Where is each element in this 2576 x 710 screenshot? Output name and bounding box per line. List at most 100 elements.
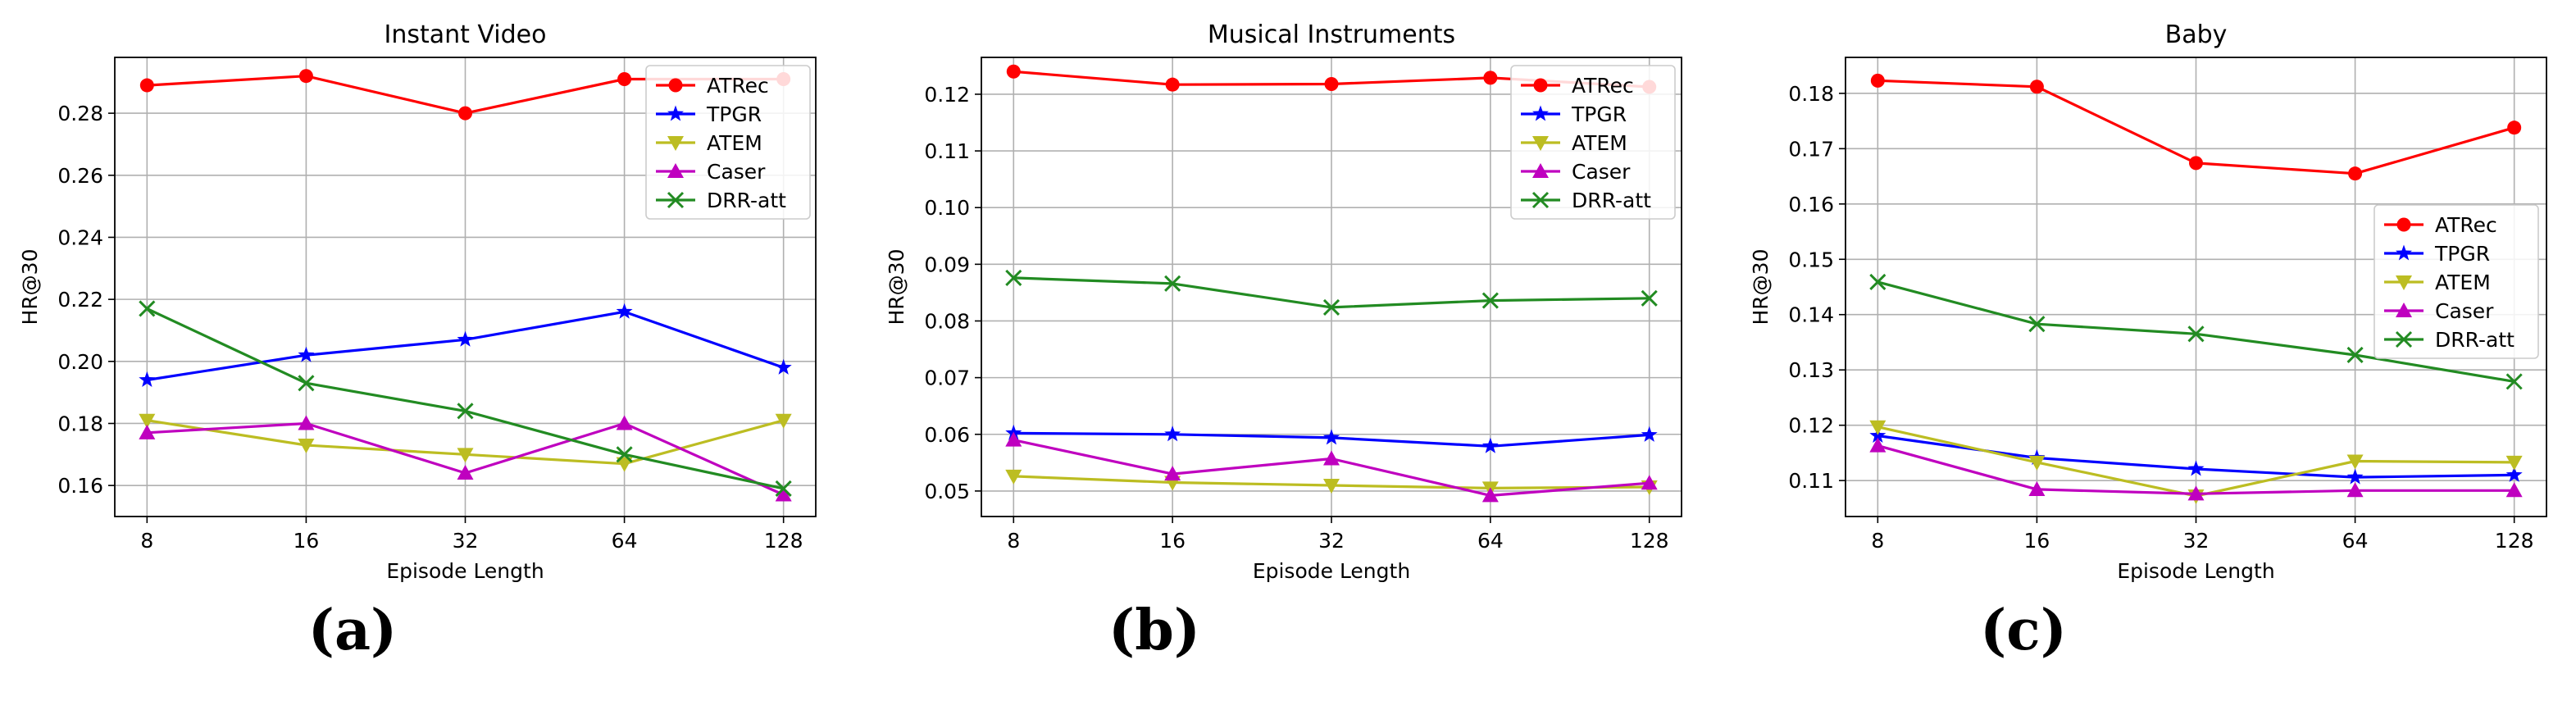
- series-caser: [1869, 437, 2523, 501]
- y-tick-label: 0.14: [1788, 303, 1834, 327]
- y-tick-label: 0.07: [924, 366, 970, 390]
- series-atem: [139, 413, 792, 472]
- data-point-atrec: [1165, 77, 1180, 92]
- ticks: 8 16 32 64 128 0.16 0.18 0.20 0.22 0.24 0.26 0.28: [57, 102, 803, 553]
- data-point-drr-att: [616, 446, 633, 463]
- legend-marker-atrec: [1533, 78, 1548, 93]
- data-point-atem: [2346, 454, 2364, 470]
- chart-panel-baby: 8 16 32 64 128 0.11 0.12 0.13 0.14 0.15 0.16 0.17 0.…: [1718, 0, 2576, 710]
- x-tick-label: 32: [1318, 529, 1345, 553]
- legend-box: [645, 65, 811, 220]
- data-point-tpgr: [1164, 426, 1181, 442]
- legend-marker-atem: [2396, 275, 2412, 290]
- x-tick-label: 16: [1159, 529, 1186, 553]
- y-tick-label: 0.22: [57, 288, 103, 312]
- y-tick-label: 0.16: [1788, 193, 1834, 216]
- data-point-drr-att: [2187, 325, 2205, 343]
- y-tick-label: 0.12: [1788, 414, 1834, 438]
- data-point-caser: [2028, 480, 2046, 496]
- legend: ATRec TPGR ATEM Caser DRR-att: [645, 65, 811, 220]
- series-atrec: [1870, 73, 2522, 181]
- data-point-tpgr: [2187, 460, 2205, 476]
- series-drr-att: [1869, 273, 2523, 390]
- legend: ATRec TPGR ATEM Caser DRR-att: [2373, 204, 2539, 359]
- data-point-caser: [1641, 475, 1658, 490]
- y-axis-label: HR@30: [1749, 249, 1773, 325]
- legend-marker-caser: [667, 163, 684, 178]
- legend-marker-caser: [2396, 303, 2412, 317]
- y-tick-label: 0.11: [924, 139, 970, 163]
- data-point-atrec: [1006, 64, 1021, 79]
- data-point-drr-att: [775, 480, 792, 498]
- data-point-tpgr: [1641, 426, 1658, 442]
- y-tick-label: 0.13: [1788, 358, 1834, 382]
- subfigure-caption: (b): [1108, 598, 1200, 663]
- data-point-caser: [298, 415, 315, 430]
- x-tick-label: 16: [294, 529, 320, 553]
- legend-marker-tpgr: [667, 105, 684, 121]
- data-point-atem: [1005, 469, 1022, 485]
- y-tick-label: 0.05: [924, 480, 970, 503]
- legend-label-caser: Caser: [707, 160, 766, 184]
- x-tick-label: 32: [2183, 529, 2210, 553]
- data-point-atrec: [617, 71, 632, 86]
- data-point-tpgr: [1481, 437, 1499, 453]
- legend-label-tpgr: TPGR: [2434, 242, 2490, 266]
- x-tick-label: 16: [2024, 529, 2050, 553]
- data-point-drr-att: [2505, 373, 2523, 390]
- data-point-drr-att: [1869, 273, 1886, 290]
- data-point-atem: [775, 413, 792, 429]
- y-tick-label: 0.15: [1788, 248, 1834, 271]
- data-point-caser: [1481, 487, 1499, 503]
- data-point-caser: [139, 424, 156, 439]
- y-tick-label: 0.08: [924, 309, 970, 333]
- legend-label-atem: ATEM: [2435, 271, 2491, 294]
- legend-label-atrec: ATRec: [2435, 213, 2497, 237]
- gridlines: [115, 57, 816, 517]
- y-tick-label: 0.16: [57, 474, 103, 498]
- legend-label-drr-att: DRR-att: [2435, 328, 2515, 352]
- y-axis-label: HR@30: [885, 249, 908, 325]
- chart-title: Baby: [2165, 20, 2228, 49]
- subfigure-caption: (c): [1980, 598, 2067, 663]
- y-tick-label: 0.18: [57, 412, 103, 435]
- data-point-atem: [1869, 420, 1886, 435]
- data-point-caser: [1323, 450, 1340, 466]
- chart-panel-instant-video: 8 16 32 64 128 0.16 0.18 0.20 0.22 0.24 0.26 0.28 In…: [0, 0, 858, 710]
- legend-label-atrec: ATRec: [1572, 74, 1634, 98]
- y-tick-label: 0.09: [924, 253, 970, 276]
- data-point-caser: [2505, 482, 2523, 498]
- y-tick-label: 0.12: [924, 83, 970, 107]
- data-point-tpgr: [1323, 429, 1340, 445]
- data-point-atrec: [139, 78, 154, 93]
- data-point-atrec: [1870, 73, 1885, 88]
- x-tick-label: 8: [1007, 529, 1020, 553]
- chart-svg: 8 16 32 64 128 0.16 0.18 0.20 0.22 0.24 0.26 0.28 In…: [18, 20, 817, 583]
- y-tick-label: 0.28: [57, 102, 103, 125]
- legend-marker-atem: [1532, 136, 1549, 151]
- data-point-atem: [1323, 478, 1340, 494]
- y-tick-label: 0.11: [1788, 469, 1834, 493]
- data-point-atrec: [2029, 80, 2044, 94]
- ticks: 8 16 32 64 128 0.11 0.12 0.13 0.14 0.15 0.16 0.17 0.…: [1788, 82, 2533, 553]
- x-tick-label: 32: [453, 529, 479, 553]
- data-point-atrec: [2348, 166, 2363, 181]
- legend-label-atem: ATEM: [1572, 131, 1627, 155]
- data-point-drr-att: [139, 300, 156, 317]
- data-point-caser: [1164, 466, 1181, 481]
- legend-marker-atrec: [668, 78, 683, 93]
- y-tick-label: 0.24: [57, 225, 103, 249]
- legend-label-caser: Caser: [1572, 160, 1631, 184]
- data-point-atrec: [2189, 156, 2203, 171]
- series-drr-att: [139, 300, 792, 498]
- legend-marker-caser: [1532, 163, 1549, 178]
- data-point-atem: [2028, 455, 2046, 471]
- ticks: 8 16 32 64 128 0.05 0.06 0.07 0.08 0.09 0.10 0.11 0.…: [924, 83, 1668, 553]
- legend-label-atem: ATEM: [707, 131, 762, 155]
- x-tick-label: 128: [764, 529, 803, 553]
- data-point-atem: [457, 448, 474, 463]
- data-point-drr-att: [1164, 275, 1181, 292]
- legend-marker-atrec: [2396, 217, 2411, 232]
- data-point-tpgr: [298, 346, 315, 362]
